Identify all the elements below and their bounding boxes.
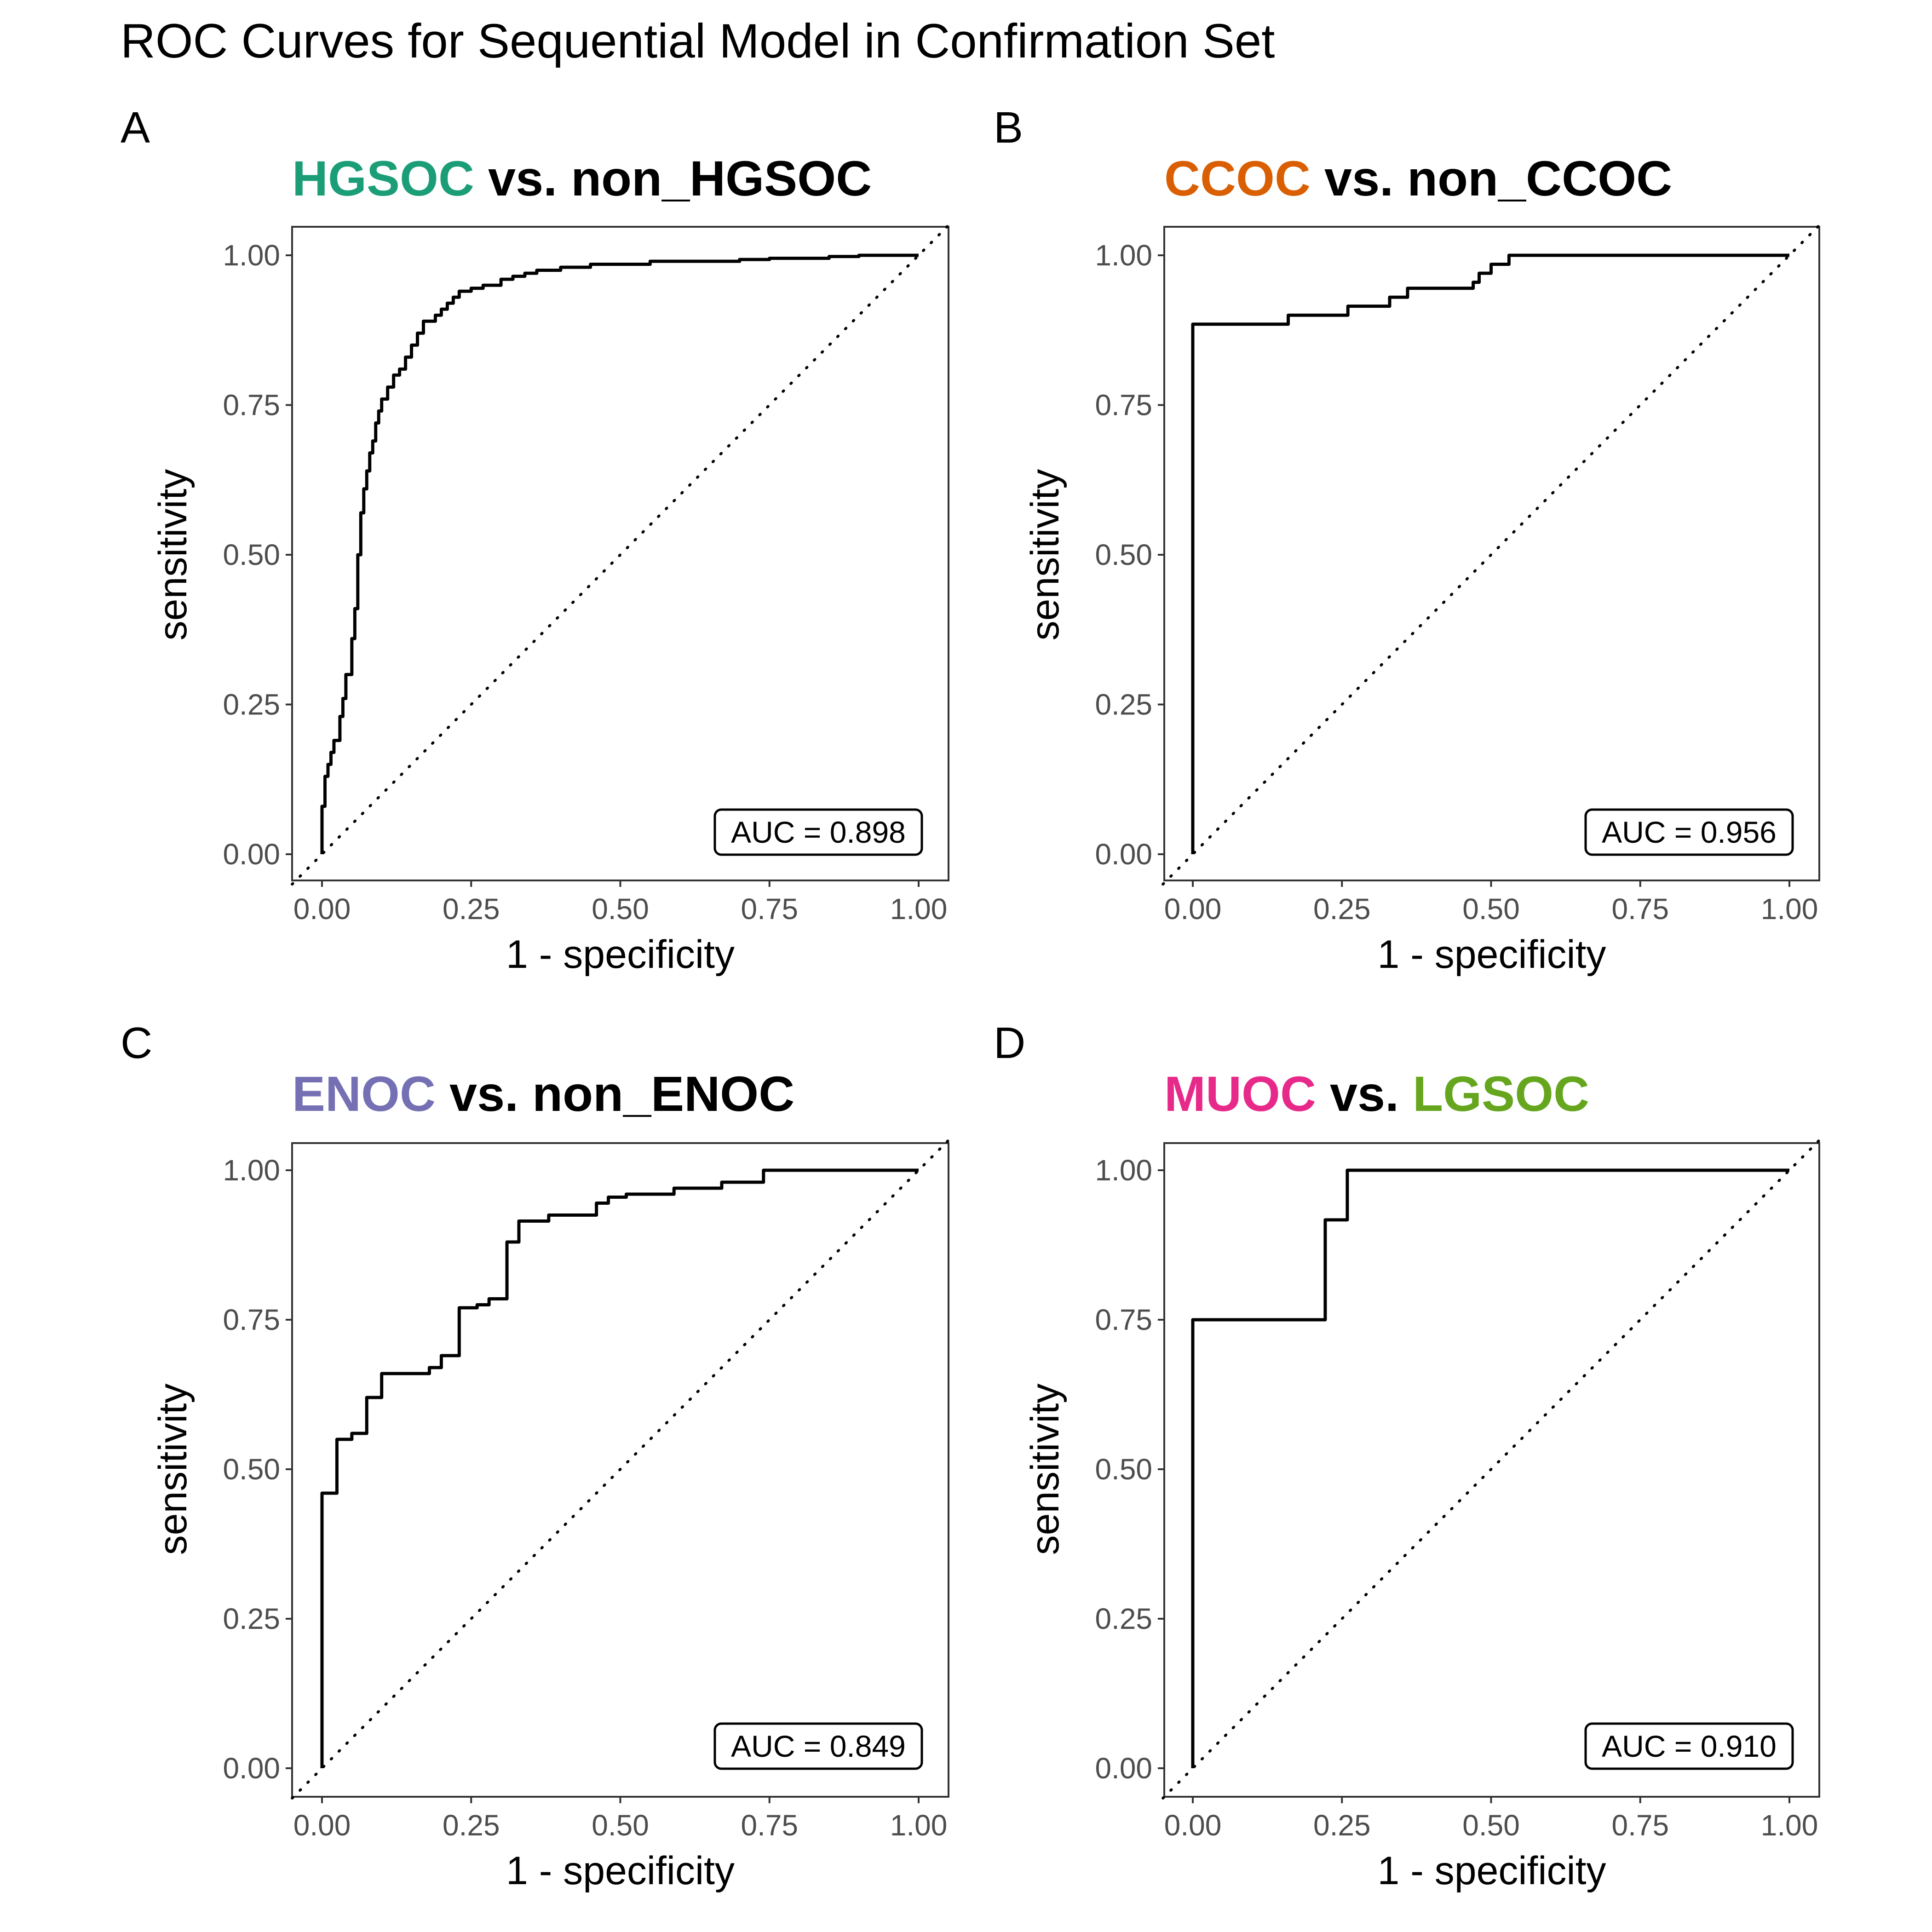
panel-title: HGSOC vs. non_HGSOC xyxy=(292,150,872,206)
panel-title-part: ENOC xyxy=(292,1066,436,1121)
y-tick-label: 1.00 xyxy=(1095,1154,1152,1187)
reference-diagonal xyxy=(1162,224,1821,886)
panel-title-part: HGSOC xyxy=(292,150,474,206)
auc-label-box xyxy=(1584,1722,1794,1770)
x-tick-label: 1.00 xyxy=(1761,892,1818,926)
roc-curve xyxy=(1191,1168,1789,1768)
reference-diagonal xyxy=(1162,1139,1821,1800)
x-axis-label: 1 - specificity xyxy=(506,932,735,977)
auc-label-box xyxy=(713,808,923,856)
auc-label-text: AUC = 0.910 xyxy=(1602,1729,1777,1763)
panel-tag: B xyxy=(994,103,1023,152)
panel-title: MUOC vs. LGSOC xyxy=(1164,1066,1589,1121)
x-tick-label: 0.25 xyxy=(1313,892,1371,926)
auc-label: AUC = 0.898 xyxy=(713,808,923,856)
panel-tag: C xyxy=(121,1018,152,1068)
x-tick-label: 1.00 xyxy=(1761,1809,1818,1842)
x-tick-label: 0.50 xyxy=(1462,892,1520,926)
roc-curve xyxy=(1191,253,1789,854)
x-tick-label: 0.25 xyxy=(443,892,500,926)
x-tick-label: 0.75 xyxy=(1611,1809,1669,1842)
y-tick-label: 0.00 xyxy=(1095,838,1152,871)
y-tick-label: 0.25 xyxy=(1095,1602,1152,1635)
auc-label: AUC = 0.956 xyxy=(1584,808,1794,856)
panel-title: ENOC vs. non_ENOC xyxy=(292,1066,794,1121)
roc-curve xyxy=(320,253,919,854)
y-tick-label: 0.50 xyxy=(223,538,280,571)
y-tick-label: 1.00 xyxy=(223,239,280,272)
panel-title-part: vs. non_HGSOC xyxy=(474,150,872,206)
panel-b: B CCOC vs. non_CCOC 0.00 0.25 0.50 0.75 1.00 0.… xyxy=(994,103,1821,977)
y-tick-label: 0.50 xyxy=(1095,1453,1152,1486)
x-axis-label: 1 - specificity xyxy=(1377,932,1606,977)
auc-label-text: AUC = 0.898 xyxy=(731,815,906,849)
panel-tag: A xyxy=(121,103,150,152)
y-tick-label: 0.25 xyxy=(223,688,280,721)
roc-curve xyxy=(320,1168,919,1768)
y-tick-label: 0.00 xyxy=(223,838,280,871)
y-tick-label: 0.75 xyxy=(1095,1303,1152,1336)
y-tick-label: 0.50 xyxy=(223,1453,280,1486)
x-tick-label: 0.25 xyxy=(1313,1809,1371,1842)
x-tick-label: 0.25 xyxy=(443,1809,500,1842)
x-tick-label: 0.00 xyxy=(293,1809,351,1842)
figure-title: ROC Curves for Sequential Model in Confi… xyxy=(121,14,1275,68)
panel-title-part: MUOC xyxy=(1164,1066,1316,1121)
panel-c: C ENOC vs. non_ENOC 0.00 0.25 0.50 0.75 1.00 0.… xyxy=(121,1018,950,1893)
y-tick-label: 0.75 xyxy=(1095,389,1152,422)
panel-title-part: vs. xyxy=(1316,1066,1413,1121)
reference-diagonal xyxy=(291,1139,950,1800)
x-tick-label: 0.50 xyxy=(1462,1809,1520,1842)
y-tick-label: 0.75 xyxy=(223,1303,280,1336)
reference-diagonal xyxy=(291,224,950,886)
x-axis-label: 1 - specificity xyxy=(506,1849,735,1893)
y-axis-label: sensitivity xyxy=(151,1384,195,1555)
plot-panel-border xyxy=(291,226,949,881)
auc-label-text: AUC = 0.849 xyxy=(731,1729,906,1763)
panel-a: A HGSOC vs. non_HGSOC 0.00 0.25 0.50 0.75 1.00… xyxy=(121,103,950,977)
y-tick-label: 0.25 xyxy=(1095,688,1152,721)
y-tick-label: 0.00 xyxy=(223,1752,280,1785)
panel-title-part: vs. non_ENOC xyxy=(436,1066,794,1121)
x-tick-label: 0.75 xyxy=(741,892,798,926)
x-tick-label: 0.75 xyxy=(1611,892,1669,926)
y-axis-label: sensitivity xyxy=(1023,469,1067,641)
auc-label-box xyxy=(1584,808,1794,856)
panel-title-part: vs. non_CCOC xyxy=(1311,150,1672,206)
y-tick-label: 0.75 xyxy=(223,389,280,422)
x-tick-label: 0.00 xyxy=(293,892,351,926)
panel-title-part: CCOC xyxy=(1164,150,1311,206)
y-tick-label: 0.00 xyxy=(1095,1752,1152,1785)
auc-label: AUC = 0.910 xyxy=(1584,1722,1794,1770)
y-tick-label: 1.00 xyxy=(223,1154,280,1187)
auc-label-box xyxy=(713,1722,923,1770)
panel-title: CCOC vs. non_CCOC xyxy=(1164,150,1672,206)
y-axis-label: sensitivity xyxy=(151,469,195,641)
x-tick-label: 1.00 xyxy=(890,1809,948,1842)
panel-d: D MUOC vs. LGSOC 0.00 0.25 0.50 0.75 1.00 0.00 0… xyxy=(994,1018,1821,1893)
y-tick-label: 1.00 xyxy=(1095,239,1152,272)
y-axis-label: sensitivity xyxy=(1023,1384,1067,1555)
x-axis-label: 1 - specificity xyxy=(1377,1849,1606,1893)
x-tick-label: 0.00 xyxy=(1164,1809,1222,1842)
auc-label-text: AUC = 0.956 xyxy=(1602,815,1777,849)
x-tick-label: 1.00 xyxy=(890,892,948,926)
panel-title-part: LGSOC xyxy=(1413,1066,1589,1121)
y-tick-label: 0.50 xyxy=(1095,538,1152,571)
x-tick-label: 0.50 xyxy=(592,1809,649,1842)
panel-tag: D xyxy=(994,1018,1025,1068)
auc-label: AUC = 0.849 xyxy=(713,1722,923,1770)
x-tick-label: 0.50 xyxy=(592,892,649,926)
y-tick-label: 0.25 xyxy=(223,1602,280,1635)
x-tick-label: 0.00 xyxy=(1164,892,1222,926)
x-tick-label: 0.75 xyxy=(741,1809,798,1842)
